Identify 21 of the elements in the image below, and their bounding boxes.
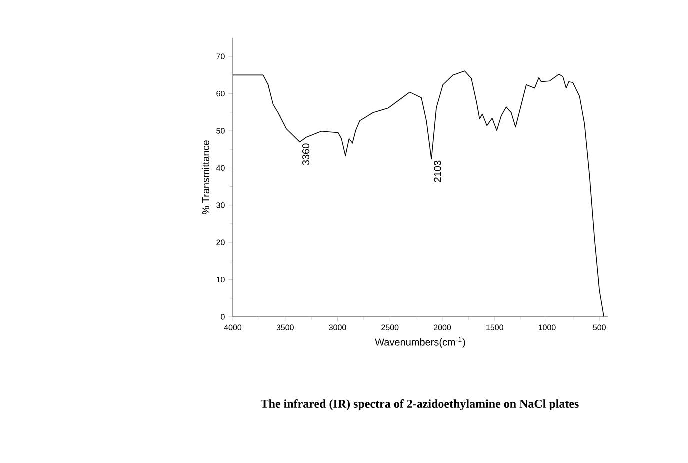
x-tick-label: 2000 [434,324,452,330]
x-tick-label: 4000 [224,324,242,330]
x-axis-title: Wavenumbers(cm$^{-1}$) [375,337,466,348]
y-tick-label: 40 [216,165,225,172]
text: The infrared (IR) spectra of 2-azidoethylamine on NaCl plates [260,399,579,411]
y-tick-label: 0 [221,314,225,320]
y-tick-label: 50 [216,128,225,134]
x-tick-label: 3500 [276,324,294,330]
y-tick-label: 70 [216,54,225,60]
x-tick-label: 2500 [382,324,399,330]
annotation: 3360 [302,144,310,166]
x-tick-label: 500 [593,324,606,330]
x-tick-label: 1000 [538,324,556,330]
y-tick-label: 60 [216,90,225,97]
y-tick-label: 20 [216,240,225,246]
y-tick-label: 30 [216,202,225,208]
x-tick-label: 1500 [486,324,504,330]
y-tick-label: 10 [216,276,225,283]
x-tick-label: 3000 [329,324,346,330]
annotation: 2103 [434,160,442,182]
y-axis-title: % Transmittance [202,140,210,214]
